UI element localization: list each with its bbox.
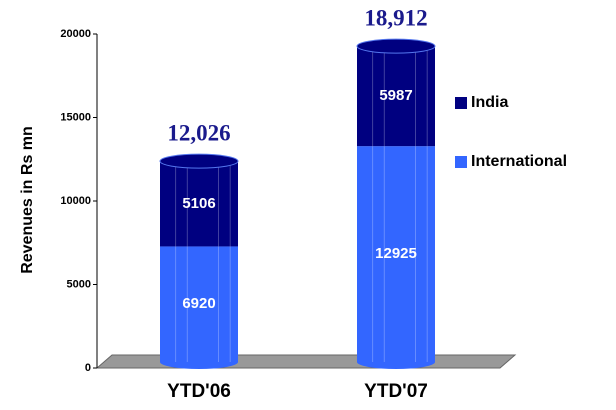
bar-segment [357,146,435,362]
y-tick-label: 0 [85,362,91,374]
bar-segment [357,46,435,147]
y-axis-title: Revenues in Rs mn [19,126,36,274]
legend-label: International [471,153,567,170]
value-label: 6920 [182,295,215,312]
x-tick-label: YTD'06 [167,381,231,402]
legend-swatch [455,156,467,168]
y-tick-label: 5000 [67,278,91,290]
total-label: 18,912 [364,5,427,30]
bar-segment [160,161,238,247]
total-label: 12,026 [167,120,230,145]
x-tick-label: YTD'07 [364,381,428,402]
floor [95,354,517,369]
cylinder-top [356,38,436,54]
value-label: 5106 [182,195,215,212]
bar-segment [160,246,238,362]
value-label: 12925 [375,245,417,262]
y-tick-label: 10000 [60,195,91,207]
cylinder-top [159,153,239,169]
y-tick-label: 15000 [60,111,91,123]
value-label: 5987 [379,87,412,104]
legend-swatch [455,97,467,109]
y-tick-label: 20000 [60,28,91,40]
legend-label: India [471,94,508,111]
